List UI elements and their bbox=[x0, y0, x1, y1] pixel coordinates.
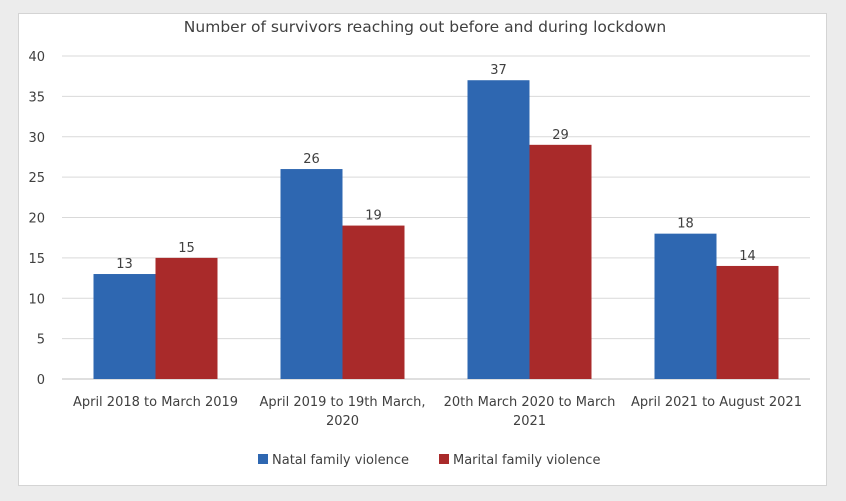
bar-natal bbox=[654, 233, 717, 379]
bar-marital bbox=[155, 257, 218, 379]
data-label: 29 bbox=[552, 128, 569, 143]
x-tick-label: 2020 bbox=[326, 414, 359, 429]
bar-marital bbox=[342, 225, 405, 379]
bar-marital bbox=[529, 144, 592, 379]
y-tick-label: 0 bbox=[37, 373, 45, 388]
legend-swatch bbox=[439, 454, 449, 464]
x-tick-label: April 2019 to 19th March, bbox=[259, 395, 425, 410]
y-tick-label: 15 bbox=[28, 252, 45, 267]
y-tick-label: 35 bbox=[28, 90, 45, 105]
chart-title: Number of survivors reaching out before … bbox=[184, 18, 666, 36]
y-tick-label: 40 bbox=[28, 50, 45, 65]
bar-natal bbox=[93, 274, 156, 379]
y-tick-label: 10 bbox=[28, 292, 45, 307]
data-label: 19 bbox=[365, 209, 382, 224]
data-label: 13 bbox=[116, 257, 133, 272]
data-label: 18 bbox=[677, 217, 694, 232]
x-tick-label: 20th March 2020 to March bbox=[444, 395, 616, 410]
data-label: 37 bbox=[490, 63, 507, 78]
y-tick-label: 20 bbox=[28, 212, 45, 227]
data-label: 15 bbox=[178, 241, 195, 256]
bar-natal bbox=[467, 80, 530, 379]
y-tick-label: 25 bbox=[28, 171, 45, 186]
legend-label: Marital family violence bbox=[453, 453, 600, 468]
data-label: 14 bbox=[739, 249, 756, 264]
y-tick-label: 5 bbox=[37, 333, 45, 348]
bar-natal bbox=[280, 169, 343, 379]
bar-marital bbox=[716, 265, 779, 379]
x-tick-label: April 2021 to August 2021 bbox=[631, 395, 802, 410]
x-tick-label: 2021 bbox=[513, 414, 546, 429]
x-tick-label: April 2018 to March 2019 bbox=[73, 395, 238, 410]
y-tick-label: 30 bbox=[28, 131, 45, 146]
data-label: 26 bbox=[303, 152, 320, 167]
legend-swatch bbox=[258, 454, 268, 464]
legend-label: Natal family violence bbox=[272, 453, 409, 468]
